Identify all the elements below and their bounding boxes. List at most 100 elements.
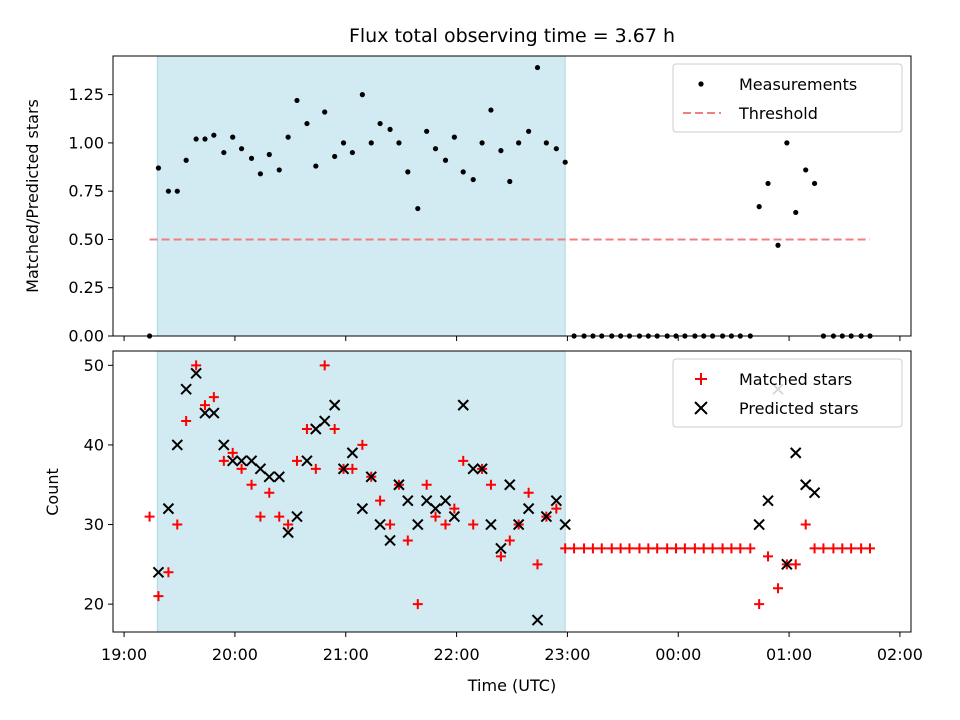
chart-title: Flux total observing time = 3.67 h bbox=[349, 25, 675, 47]
predicted-star-point bbox=[245, 455, 258, 467]
matched-star-point bbox=[662, 543, 673, 554]
bottom-observing-window bbox=[157, 351, 566, 632]
matched-star-point bbox=[255, 511, 266, 522]
predicted-star-point bbox=[457, 399, 469, 411]
matched-star-point bbox=[745, 543, 756, 554]
matched-star-point bbox=[199, 400, 210, 411]
measurement-point bbox=[415, 205, 421, 212]
matched-star-point bbox=[485, 479, 496, 490]
matched-star-point bbox=[264, 487, 275, 498]
matched-star-point bbox=[606, 543, 617, 554]
measurement-point bbox=[202, 136, 208, 142]
bottom-y-tick-label: 30 bbox=[84, 515, 104, 534]
predicted-star-point bbox=[439, 494, 452, 507]
bottom-y-axis-label: Count bbox=[43, 468, 62, 516]
top-y-tick-label: 1.25 bbox=[68, 85, 104, 104]
matched-star-point bbox=[329, 424, 340, 435]
matched-star-point bbox=[679, 543, 690, 554]
predicted-star-point bbox=[800, 479, 812, 491]
predicted-star-point bbox=[467, 463, 479, 475]
matched-star-point bbox=[523, 487, 534, 498]
measurement-point bbox=[775, 242, 781, 248]
predicted-star-point bbox=[171, 439, 183, 451]
measurement-point bbox=[377, 120, 383, 127]
matched-star-point bbox=[495, 551, 506, 562]
measurement-point bbox=[193, 136, 199, 142]
measurement-point bbox=[221, 149, 227, 156]
measurement-point bbox=[266, 151, 272, 158]
measurement-point bbox=[340, 140, 347, 146]
predicted-star-point bbox=[291, 510, 303, 523]
top-axes-frame bbox=[112, 55, 912, 337]
legend-label: Threshold bbox=[738, 104, 818, 123]
x-tick-label: 01:00 bbox=[766, 645, 812, 664]
matched-star-point bbox=[172, 519, 183, 530]
predicted-star-point bbox=[310, 423, 322, 435]
predicted-star-point bbox=[218, 439, 230, 451]
matched-star-point bbox=[291, 455, 302, 466]
predicted-star-point bbox=[235, 455, 248, 467]
matched-star-point bbox=[385, 519, 396, 530]
measurement-point bbox=[349, 149, 355, 156]
measurement-point bbox=[479, 140, 485, 146]
measurement-point bbox=[432, 146, 439, 152]
top-y-tick-label: 0.00 bbox=[68, 327, 104, 346]
bottom-legend bbox=[672, 358, 903, 428]
matched-star-point bbox=[624, 543, 635, 554]
predicted-star-point bbox=[356, 502, 369, 515]
matched-star-point bbox=[421, 479, 432, 490]
matched-star-point bbox=[596, 543, 607, 554]
measurement-point bbox=[230, 134, 236, 140]
measurement-point bbox=[332, 153, 338, 160]
matched-star-point bbox=[790, 559, 801, 570]
predicted-star-point bbox=[282, 526, 294, 539]
predicted-star-point bbox=[318, 415, 331, 427]
measurement-point bbox=[498, 148, 504, 154]
measurement-point bbox=[155, 165, 162, 171]
measurement-point bbox=[784, 140, 790, 146]
measurement-point bbox=[543, 140, 549, 146]
measurement-point bbox=[553, 146, 559, 152]
measurement-point bbox=[238, 146, 245, 152]
matched-star-point bbox=[846, 543, 857, 554]
x-tick-label: 21:00 bbox=[323, 645, 369, 664]
predicted-star-point bbox=[504, 479, 516, 491]
predicted-star-point bbox=[152, 566, 165, 579]
bottom-y-tick-label: 50 bbox=[84, 356, 104, 375]
matched-star-point bbox=[347, 463, 358, 474]
measurement-point bbox=[276, 167, 282, 173]
predicted-star-point bbox=[753, 518, 765, 531]
x-tick-label: 20:00 bbox=[212, 645, 258, 664]
predicted-star-point bbox=[495, 542, 507, 555]
predicted-star-point bbox=[301, 455, 313, 467]
bottom-axes-frame bbox=[112, 350, 912, 633]
measurement-point bbox=[756, 204, 762, 210]
matched-star-point bbox=[735, 543, 746, 554]
matched-star-point bbox=[569, 543, 580, 554]
measurement-point bbox=[304, 120, 310, 127]
x-tick-label: 23:00 bbox=[544, 645, 590, 664]
predicted-star-point bbox=[808, 486, 821, 499]
matched-star-point bbox=[698, 543, 709, 554]
predicted-star-point bbox=[337, 463, 350, 475]
measurement-point bbox=[488, 107, 494, 113]
matched-star-point bbox=[310, 463, 321, 474]
matched-star-point bbox=[357, 439, 368, 450]
matched-star-point bbox=[773, 583, 783, 594]
matched-star-point bbox=[615, 543, 626, 554]
matched-star-point bbox=[440, 519, 451, 530]
measurement-point bbox=[526, 128, 532, 134]
matched-star-point bbox=[818, 543, 829, 554]
top-legend bbox=[672, 63, 903, 133]
measurement-point bbox=[368, 140, 374, 146]
predicted-star-point bbox=[420, 494, 433, 507]
predicted-star-point bbox=[762, 494, 774, 507]
legend-label: Predicted stars bbox=[739, 399, 859, 418]
top-observing-window bbox=[157, 56, 566, 336]
matched-star-point bbox=[283, 519, 294, 530]
measurement-point bbox=[562, 159, 568, 165]
matched-star-point bbox=[828, 543, 839, 554]
predicted-star-point bbox=[190, 367, 202, 379]
legend-predicted-swatch bbox=[694, 401, 708, 415]
